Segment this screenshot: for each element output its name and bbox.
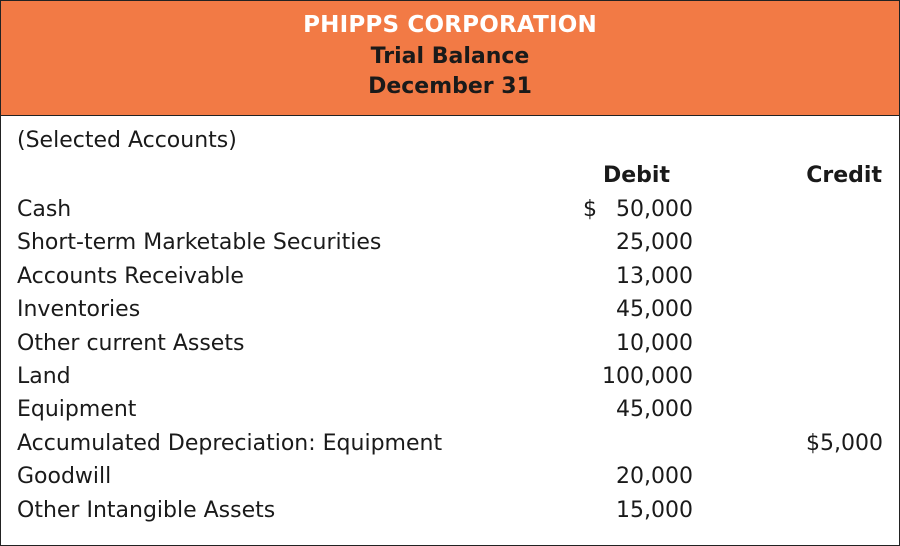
account-rows: Cash $ 50,000 Short-term Marketable Secu…	[1, 195, 899, 529]
table-row: Accumulated Depreciation: Equipment $5,0…	[1, 429, 899, 462]
debit-amount: 15,000	[616, 497, 693, 523]
credit-amount: $5,000	[806, 430, 883, 456]
table-row: Equipment 45,000	[1, 395, 899, 428]
company-name: PHIPPS CORPORATION	[303, 12, 597, 38]
account-name: Short-term Marketable Securities	[17, 230, 382, 256]
debit-amount: 45,000	[616, 397, 693, 423]
table-row: Other Intangible Assets 15,000	[1, 496, 899, 529]
table-header: PHIPPS CORPORATION Trial Balance Decembe…	[1, 1, 899, 116]
statement-title: Trial Balance	[370, 44, 530, 69]
table-row: Inventories 45,000	[1, 295, 899, 328]
debit-amount: 13,000	[616, 263, 693, 289]
debit-amount: 25,000	[616, 230, 693, 256]
account-name: Cash	[17, 197, 72, 222]
table-row: Cash $ 50,000	[1, 195, 899, 228]
debit-amount: 50,000	[616, 197, 693, 222]
selected-accounts-note: (Selected Accounts)	[17, 128, 237, 153]
table-row: Goodwill 20,000	[1, 462, 899, 495]
statement-date: December 31	[368, 74, 532, 99]
account-name: Goodwill	[17, 464, 112, 490]
debit-amount: 100,000	[602, 363, 693, 389]
table-row: Other current Assets 10,000	[1, 329, 899, 362]
table-row: Short-term Marketable Securities 25,000	[1, 228, 899, 261]
account-name: Inventories	[17, 297, 141, 323]
account-name: Other current Assets	[17, 330, 245, 356]
debit-amount: 20,000	[616, 464, 693, 490]
account-name: Equipment	[17, 397, 137, 423]
debit-amount: 45,000	[616, 297, 693, 323]
account-name: Accumulated Depreciation: Equipment	[17, 430, 443, 456]
table-row: Land 100,000	[1, 362, 899, 395]
credit-column-header: Credit	[806, 163, 882, 188]
account-name: Accounts Receivable	[17, 263, 244, 289]
account-name: Land	[17, 363, 71, 389]
dollar-sign: $	[583, 197, 597, 222]
debit-column-header: Debit	[603, 163, 670, 188]
table-row: Accounts Receivable 13,000	[1, 262, 899, 295]
account-name: Other Intangible Assets	[17, 497, 276, 523]
debit-amount: 10,000	[616, 330, 693, 356]
